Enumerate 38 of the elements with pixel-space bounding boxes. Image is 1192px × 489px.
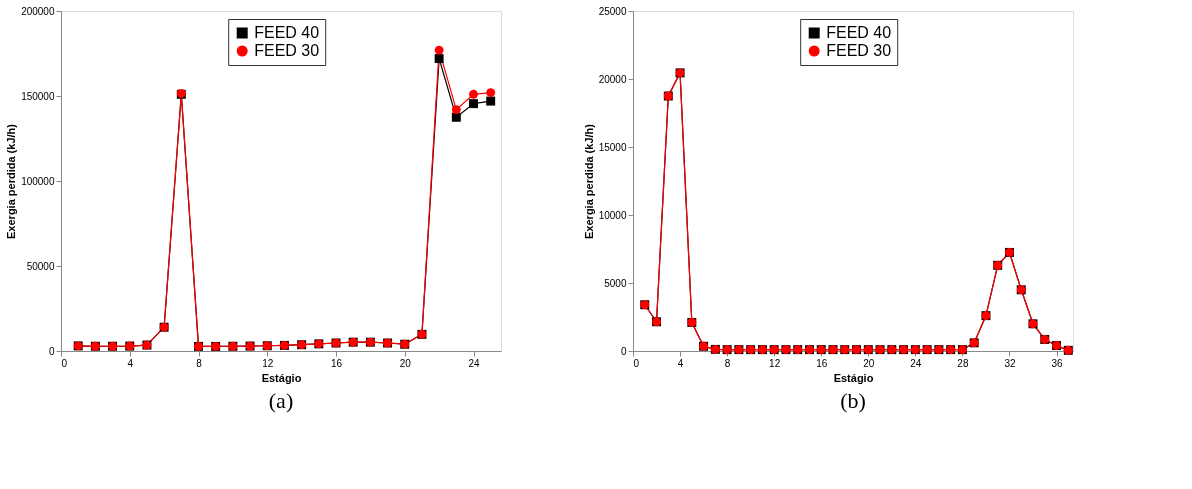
x-tick-label: 0: [61, 357, 68, 369]
y-tick-label: 15000: [598, 141, 627, 153]
x-tick-label: 24: [468, 357, 480, 369]
y-axis-title: Exergia perdida (kJ/h): [582, 123, 595, 239]
x-tick-label: 24: [910, 357, 922, 369]
x-tick-label: 20: [863, 357, 875, 369]
y-tick-label: 0: [48, 345, 55, 357]
text: (b): [840, 388, 866, 413]
x-tick-label: 4: [127, 357, 134, 369]
y-tick-label: 50000: [26, 260, 55, 272]
y-axis-title: Exergia perdida (kJ/h): [5, 123, 18, 239]
x-tick-label: 8: [196, 357, 203, 369]
y-tick-label: 100000: [21, 175, 55, 187]
legend-label: FEED 40: [254, 24, 320, 41]
legend-label: FEED 40: [826, 24, 892, 41]
x-axis-title: Estágio: [261, 371, 302, 384]
y-tick-label: 20000: [598, 73, 627, 85]
x-tick-label: 12: [769, 357, 781, 369]
y-tick-label: 150000: [21, 90, 55, 102]
x-tick-label: 36: [1051, 357, 1064, 369]
x-tick-label: 12: [262, 357, 274, 369]
y-tick-label: 0: [620, 345, 627, 357]
x-tick-label: 32: [1004, 357, 1016, 369]
x-tick-label: 16: [816, 357, 828, 369]
legend-label: FEED 30: [254, 42, 320, 59]
x-tick-label: 28: [957, 357, 969, 369]
y-tick-label: 5000: [604, 277, 627, 289]
x-tick-label: 16: [330, 357, 343, 369]
y-tick-label: 25000: [598, 5, 627, 17]
y-tick-label: 200000: [21, 5, 55, 17]
text: (a): [268, 388, 294, 413]
x-axis-title: Estágio: [833, 371, 874, 384]
x-tick-label: 20: [399, 357, 412, 369]
x-tick-label: 4: [677, 357, 684, 369]
legend-label: FEED 30: [826, 42, 892, 59]
x-tick-label: 0: [633, 357, 640, 369]
x-tick-label: 8: [724, 357, 731, 369]
y-tick-label: 10000: [598, 209, 627, 221]
